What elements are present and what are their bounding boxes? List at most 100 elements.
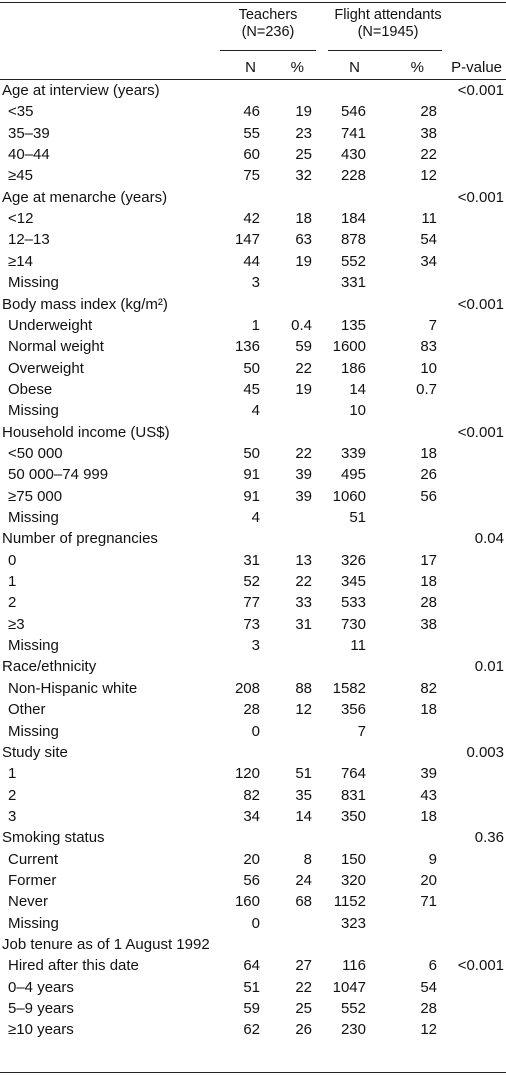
flight-attendants-pct-cell: 6 [428, 957, 437, 975]
teachers-pct-cell: 14 [295, 807, 312, 825]
flight-attendants-n-cell: 1152 [333, 893, 366, 911]
row-label: ≥10 years [8, 1021, 74, 1039]
table-row: 40–44 60 25 430 22 [0, 144, 506, 165]
teachers-n-cell: 73 [243, 615, 260, 633]
flight-attendants-n-cell: 1600 [332, 338, 366, 356]
teachers-n-cell: 0 [251, 914, 260, 932]
flight-attendants-pct-cell: 12 [420, 1021, 437, 1039]
table-row: ≥10 years 62 26 230 12 [0, 1019, 506, 1040]
teachers-n-cell: 1 [251, 316, 260, 334]
table-row: 1 120 51 764 39 [0, 763, 506, 784]
flight-attendants-n-cell: 495 [340, 466, 366, 484]
teachers-n-cell: 82 [243, 786, 260, 804]
p-value-cell: <0.001 [457, 295, 504, 313]
section-heading-row: Study site 0.003 [0, 742, 506, 763]
flight-attendants-pct-cell: 22 [420, 146, 437, 164]
p-value-cell: <0.001 [457, 188, 504, 206]
flight-attendants-pct-cell: 18 [420, 573, 437, 591]
row-label: 50 000–74 999 [8, 466, 109, 484]
section-label: Age at interview (years) [2, 82, 160, 99]
teachers-pct-cell: 39 [295, 487, 312, 505]
row-label: Underweight [8, 316, 93, 334]
teachers-pct-cell: 35 [295, 786, 312, 804]
flight-attendants-n-cell: 186 [340, 359, 366, 377]
row-label: 3 [8, 807, 17, 825]
table-row: Current 20 8 150 9 [0, 849, 506, 870]
table-row: Normal weight 136 59 1600 83 [0, 336, 506, 357]
section-heading-row: Job tenure as of 1 August 1992 [0, 934, 506, 955]
flight-attendants-n-cell: 831 [340, 786, 366, 804]
row-label: Missing [8, 722, 59, 740]
teachers-pct-cell: 33 [295, 594, 312, 612]
flight-attendants-n-cell: 323 [340, 914, 366, 932]
row-label: ≥75 000 [8, 487, 63, 505]
teachers-pct-cell: 51 [295, 765, 312, 783]
flight-attendants-pct-cell: 28 [420, 103, 437, 121]
flight-attendants-span-rule [328, 50, 442, 51]
flight-attendants-n-cell: 51 [349, 509, 366, 526]
row-label: 1 [8, 573, 17, 591]
section-heading-row: Body mass index (kg/m²) <0.001 [0, 294, 506, 315]
table-row: Never 160 68 1152 71 [0, 891, 506, 912]
flight-attendants-n-cell: 878 [340, 231, 366, 249]
flight-attendants-n-cell: 356 [340, 701, 366, 719]
row-label: <12 [8, 210, 34, 228]
section-heading-row: Age at menarche (years) <0.001 [0, 187, 506, 208]
section-heading-row: Race/ethnicity 0.01 [0, 656, 506, 677]
row-label: Missing [8, 274, 59, 292]
row-label: Never [8, 893, 49, 911]
row-label: 0 [8, 551, 17, 569]
table-row: Missing 0 7 [0, 721, 506, 742]
teachers-n-cell: 147 [234, 231, 260, 249]
flight-attendants-pct-cell: 26 [420, 466, 437, 484]
teachers-pct-header: % [290, 59, 304, 76]
flight-attendants-n-cell: 228 [340, 167, 366, 185]
row-label: Normal weight [8, 338, 104, 356]
flight-attendants-n-cell: 546 [340, 103, 366, 121]
teachers-n-header: N [245, 59, 256, 76]
flight-attendants-pct-cell: 12 [420, 167, 437, 185]
table-row: ≥14 44 19 552 34 [0, 251, 506, 272]
teachers-pct-cell: 23 [295, 124, 312, 142]
table-row: Obese 45 19 14 0.7 [0, 379, 506, 400]
teachers-n-cell: 60 [243, 146, 260, 164]
table-row: 0 31 13 326 17 [0, 550, 506, 571]
teachers-n-cell: 3 [251, 637, 260, 655]
teachers-n-cell: 34 [243, 807, 260, 825]
flight-attendants-pct-cell: 71 [420, 893, 437, 911]
flight-attendants-n-cell: 14 [349, 380, 366, 398]
row-label: 12–13 [8, 231, 50, 249]
flight-attendants-n-cell: 345 [340, 573, 366, 591]
p-value-cell: 0.01 [474, 658, 504, 676]
teachers-n-cell: 91 [243, 487, 260, 505]
teachers-pct-cell: 22 [295, 444, 312, 462]
table-row: Former 56 24 320 20 [0, 870, 506, 891]
teachers-pct-cell: 63 [295, 231, 312, 249]
flight-attendants-n-cell: 230 [340, 1021, 366, 1039]
teachers-pct-cell: 59 [295, 338, 312, 356]
flight-attendants-pct-cell: 18 [420, 444, 437, 462]
teachers-pct-cell: 26 [295, 1021, 312, 1039]
table-row: <35 46 19 546 28 [0, 101, 506, 122]
top-rule [0, 2, 506, 3]
section-label: Body mass index (kg/m²) [2, 295, 168, 313]
p-value-header: P-value [451, 59, 502, 76]
teachers-n-cell: 160 [234, 893, 260, 911]
row-label: Missing [8, 637, 59, 655]
teachers-group-count: (N=236) [241, 24, 295, 40]
section-label: Number of pregnancies [2, 530, 158, 548]
table-row: 5–9 years 59 25 552 28 [0, 998, 506, 1019]
flight-attendants-pct-cell: 10 [420, 359, 437, 377]
flight-attendants-n-header: N [349, 59, 360, 76]
table-row: Hired after this date 64 27 116 6 <0.001 [0, 955, 506, 976]
teachers-n-cell: 31 [243, 551, 260, 569]
flight-attendants-pct-cell: 28 [420, 594, 437, 612]
flight-attendants-pct-cell: 28 [420, 1000, 437, 1018]
teachers-n-cell: 45 [243, 380, 260, 398]
flight-attendants-n-cell: 1060 [332, 487, 366, 505]
flight-attendants-header: Flight attendants (N=1945) [329, 7, 447, 41]
teachers-n-cell: 52 [243, 573, 260, 591]
teachers-n-cell: 20 [243, 850, 260, 868]
flight-attendants-n-cell: 430 [340, 146, 366, 164]
row-label: Former [8, 871, 57, 889]
